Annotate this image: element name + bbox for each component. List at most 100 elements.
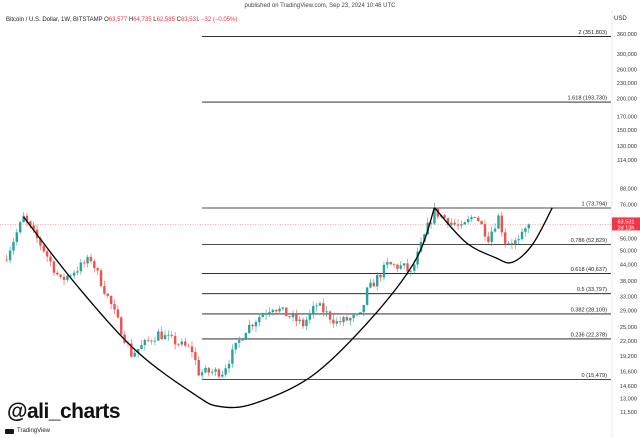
candle-body [359,312,362,314]
y-tick-label: 260,000 [617,68,637,74]
high-value: 64,735 [133,17,152,23]
candle-body [399,265,402,269]
candle-body [396,264,399,269]
candle-body [12,241,15,251]
candle-body [251,324,254,327]
candle-body [82,262,86,264]
y-tick-label: 38,000 [620,279,637,285]
candle-body [170,334,173,336]
candle-body [29,221,32,226]
candle-body [369,282,372,288]
candle-body [338,321,342,323]
candle-body [409,270,413,272]
candle-body [241,339,244,341]
candle-body [463,222,466,225]
candle-body [113,304,116,310]
candle-body [146,339,150,341]
candle-body [204,367,207,373]
candle-body [318,303,322,306]
candle-body [197,359,200,376]
candle-body [25,215,29,222]
candle-body [520,231,524,240]
y-tick-label: 130,000 [617,144,637,150]
candle-body [120,317,123,335]
candle-body [49,256,52,262]
candle-body [487,236,490,242]
candle-body [72,272,76,276]
candle-body [473,217,477,218]
candle-body [389,262,392,265]
candle-body [109,295,113,305]
candle-body [99,270,103,287]
candle-body [163,335,167,340]
y-tick-label: 56,000 [620,236,637,242]
price-tag [612,217,640,231]
candle-body [52,261,56,273]
candle-body [477,217,480,222]
candle-body [15,232,19,242]
candle-body [258,317,261,323]
candle-body [5,259,8,261]
tradingview-logo-icon [5,428,14,434]
candle-body [153,340,157,342]
y-tick-label: 33,000 [620,294,637,300]
fib-level-label: 0.5 (33,797) [577,287,607,293]
candle-body [45,251,49,257]
candle-body [315,305,318,307]
candle-body [18,222,22,233]
fib-level-label: 0.382 (28,109) [571,307,608,313]
candle-body [433,207,436,224]
open-label: O [104,17,109,23]
candle-body [379,275,382,278]
candle-body [93,261,96,269]
candle-body [42,245,45,252]
candle-body [190,346,194,353]
y-tick-label: 76,000 [620,203,637,209]
y-tick-label: 13,000 [620,397,637,403]
candle-body [362,304,365,313]
close-value: 63,531 [180,17,200,23]
candle-body [466,219,470,223]
fib-level-label: 0.786 (52,829) [571,238,608,244]
y-tick-label: 360,000 [617,32,637,38]
price-tag-countdown: 2d 13h [617,225,634,231]
candle-body [281,307,285,309]
fib-level-label: 1 (73,794) [582,201,608,207]
candle-body [89,256,93,262]
candle-body [56,272,59,275]
candle-body [116,309,120,318]
candle-body [527,224,530,229]
candle-body [386,262,389,265]
y-tick-label: 29,000 [620,308,637,314]
candle-body [66,275,69,280]
candle-body [69,275,72,277]
candle-body [490,231,493,242]
candle-body [248,324,251,333]
y-tick-label: 200,000 [617,97,637,103]
candle-body [227,363,231,369]
candle-body [106,293,109,296]
candle-body [278,308,281,312]
low-value: 62,585 [156,17,175,23]
candle-body [160,331,163,340]
candle-body [62,276,66,280]
candle-body [96,268,99,271]
candle-body [453,222,456,225]
candle-body [150,340,153,342]
candle-body [352,314,355,319]
candle-body [133,352,136,357]
cycle-low-curve [23,207,436,409]
candle-body [221,374,224,377]
candle-body [254,322,258,327]
change-value: −32 (−0.05%) [200,17,238,23]
candle-body [456,224,460,226]
candle-body [244,332,248,340]
high-label: H [128,17,134,23]
candle-body [382,264,386,278]
candle-body [214,369,217,372]
candle-body [184,341,187,346]
y-tick-label: 22,000 [620,339,637,345]
candle-body [200,372,204,376]
candle-body [419,241,423,252]
